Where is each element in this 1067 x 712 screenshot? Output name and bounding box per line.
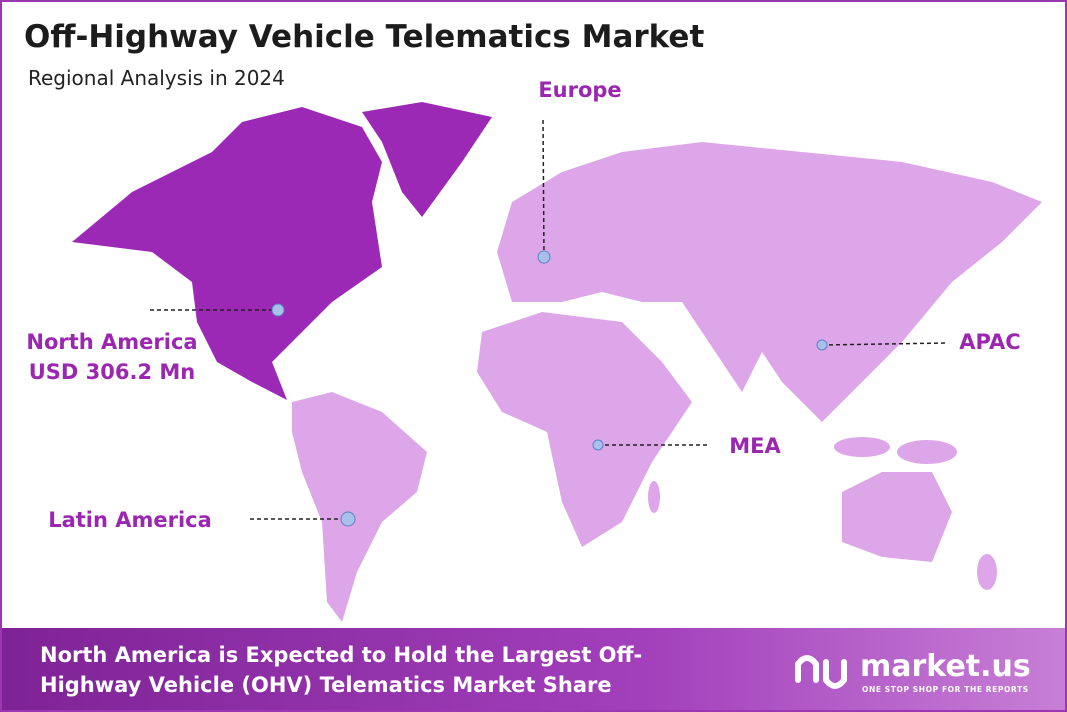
marker xyxy=(592,439,604,451)
footer-text: Highway Vehicle (OHV) Telematics Market … xyxy=(40,673,612,697)
continents xyxy=(292,142,1042,622)
title: Off-Highway Vehicle Telematics Market xyxy=(24,19,704,55)
australia xyxy=(842,472,952,562)
eurasia xyxy=(497,142,1042,422)
marker xyxy=(816,339,828,351)
logo-stroke xyxy=(795,655,819,683)
greenland xyxy=(362,102,492,217)
north-america-shape xyxy=(72,102,492,400)
leaders xyxy=(150,119,948,520)
island xyxy=(897,440,957,464)
footer-text: North America is Expected to Hold the La… xyxy=(40,643,642,667)
markers xyxy=(271,250,828,527)
island xyxy=(834,437,890,457)
region-value: USD 306.2 Mn xyxy=(29,360,196,384)
region-label: APAC xyxy=(959,330,1020,354)
marker xyxy=(537,250,551,264)
subtitle: Regional Analysis in 2024 xyxy=(28,66,285,90)
island xyxy=(648,481,660,513)
island xyxy=(977,554,997,590)
footer-band xyxy=(2,628,1065,710)
logo-name: market.us xyxy=(860,649,1031,684)
region-label: Latin America xyxy=(48,508,212,532)
logo-icon xyxy=(795,655,847,689)
region-label: MEA xyxy=(729,434,781,458)
north-america xyxy=(72,107,382,400)
region-label: Europe xyxy=(538,78,621,102)
marker xyxy=(271,303,285,317)
leader-line xyxy=(542,119,545,258)
logo-tagline: ONE STOP SHOP FOR THE REPORTS xyxy=(862,685,1029,694)
africa xyxy=(477,312,692,547)
marker xyxy=(340,511,356,527)
region-label: North America xyxy=(26,330,197,354)
south-america xyxy=(292,392,427,622)
logo-stroke xyxy=(823,659,847,689)
